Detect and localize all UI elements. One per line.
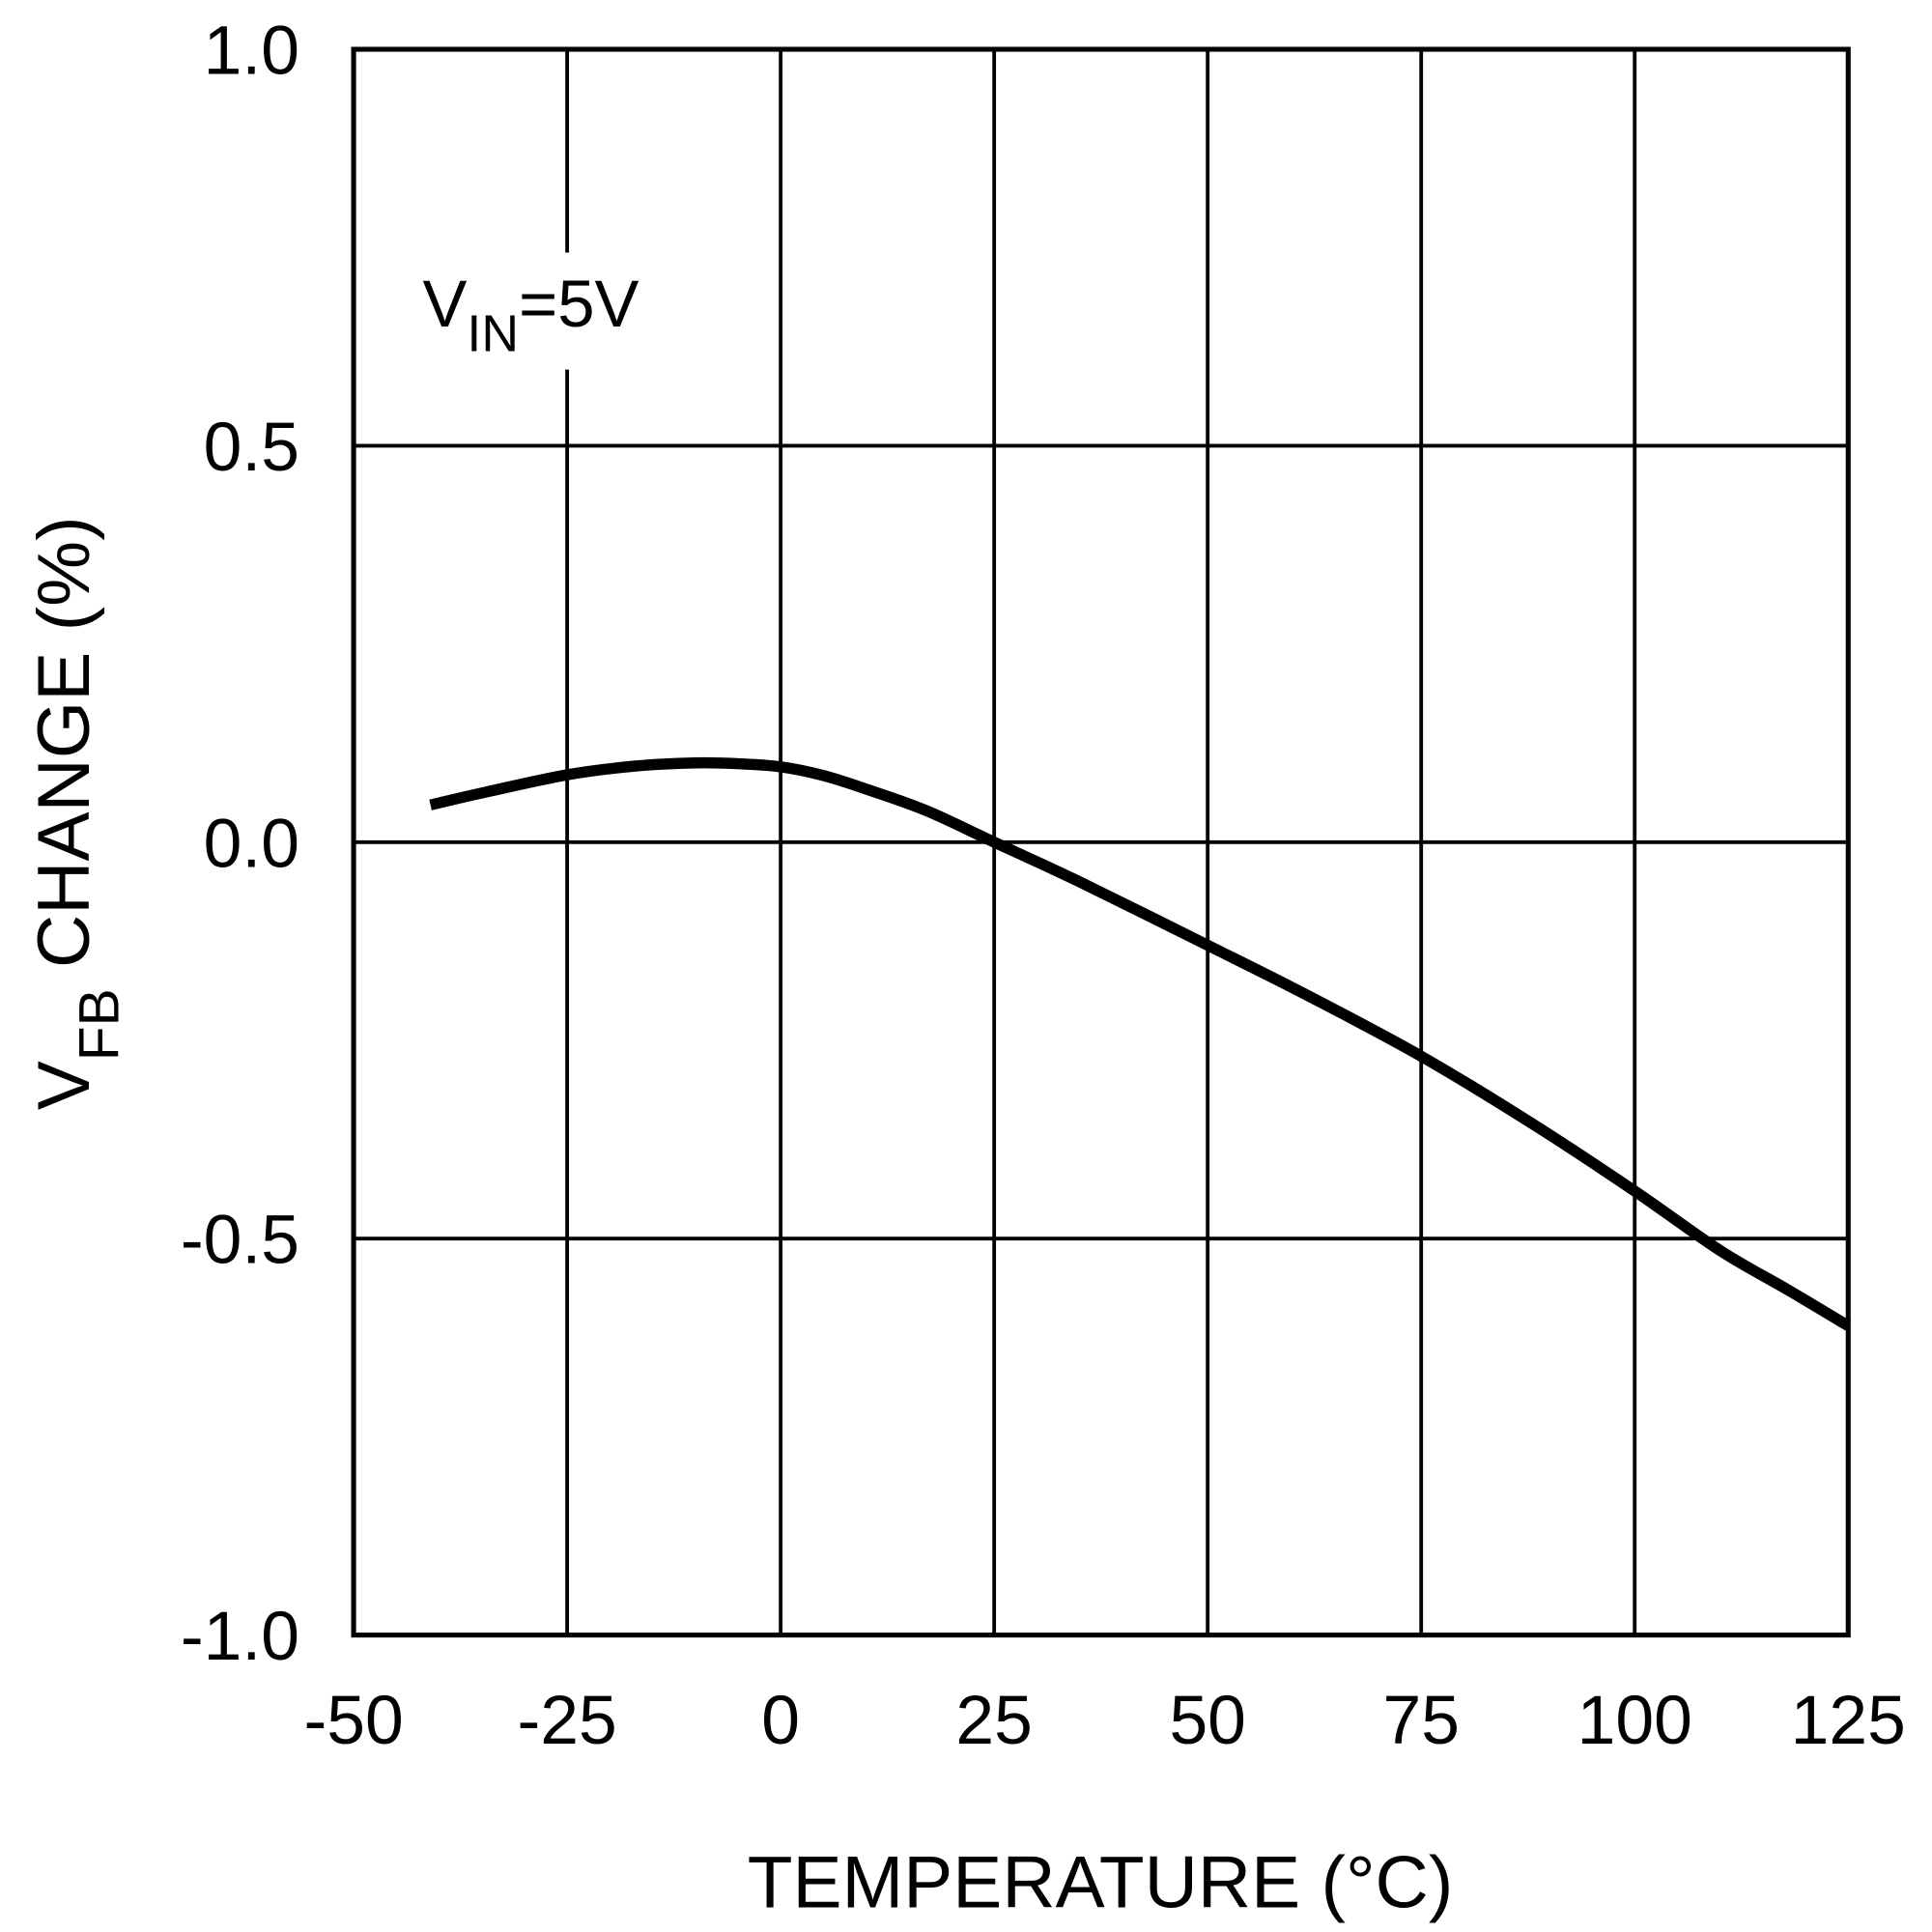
y-tick-label: 1.0 xyxy=(204,13,299,90)
y-tick-labels: 1.0 0.5 0.0 -0.5 -1.0 xyxy=(181,13,299,1676)
series-line xyxy=(429,756,1852,1331)
y-tick-label: -1.0 xyxy=(181,1598,299,1675)
x-tick-label: 125 xyxy=(1791,1682,1906,1759)
x-tick-label: -25 xyxy=(517,1682,616,1759)
y-tick-label: -0.5 xyxy=(181,1202,299,1279)
annotation-vin: VIN=5V xyxy=(423,267,639,363)
x-tick-label: -50 xyxy=(303,1682,403,1759)
y-tick-label: 0.5 xyxy=(204,409,299,486)
x-tick-label: 100 xyxy=(1577,1682,1692,1759)
y-tick-label: 0.0 xyxy=(204,805,299,882)
x-tick-label: 25 xyxy=(955,1682,1032,1759)
x-tick-label: 0 xyxy=(761,1682,800,1759)
x-axis-label: TEMPERATURE (°C) xyxy=(748,1841,1454,1923)
x-tick-label: 50 xyxy=(1169,1682,1245,1759)
y-axis-label: VFB CHANGE (%) xyxy=(23,516,131,1110)
plot-frame xyxy=(351,46,1851,1638)
x-tick-labels: -50 -25 0 25 50 75 100 125 xyxy=(303,1682,1905,1759)
annotation-background xyxy=(412,252,715,370)
x-tick-label: 75 xyxy=(1382,1682,1459,1759)
